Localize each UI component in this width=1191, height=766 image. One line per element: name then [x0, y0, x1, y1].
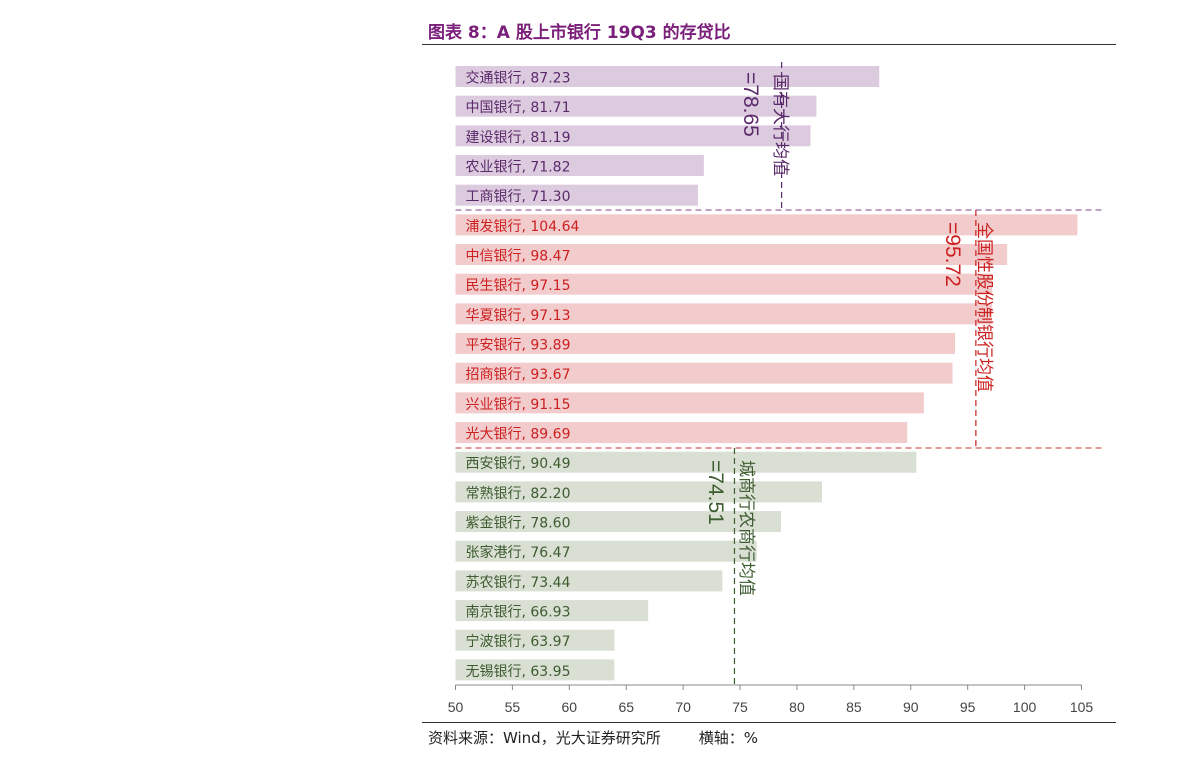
chart-title: 图表 8：A 股上市银行 19Q3 的存贷比 — [428, 23, 731, 43]
bar — [455, 511, 782, 533]
bar — [455, 600, 649, 622]
average-value: =78.65 — [739, 72, 762, 137]
x-tick-label: 105 — [1070, 699, 1094, 715]
source-note: 资料来源：Wind，光大证券研究所 — [428, 729, 661, 747]
bar-label: 交通银行, 87.23 — [466, 70, 571, 87]
bar-label: 平安银行, 93.89 — [466, 338, 571, 354]
bar — [455, 333, 956, 355]
bar — [455, 95, 817, 117]
bar-label: 常熟银行, 82.20 — [466, 486, 571, 502]
bar — [455, 422, 908, 444]
bar — [455, 273, 993, 295]
x-tick-label: 85 — [846, 699, 862, 715]
footer-divider — [422, 722, 1116, 723]
x-tick-label: 55 — [505, 699, 521, 715]
bar-label: 农业银行, 71.82 — [466, 160, 571, 176]
bar-label: 光大银行, 89.69 — [466, 427, 571, 443]
bar-label: 中信银行, 98.47 — [466, 249, 571, 265]
bar — [455, 659, 615, 681]
bar-label: 苏农银行, 73.44 — [466, 575, 571, 591]
bar — [455, 303, 992, 325]
bar-label: 浦发银行, 104.64 — [466, 219, 580, 235]
x-tick-label: 50 — [448, 699, 464, 715]
average-label: 国有大行均值 — [770, 74, 790, 176]
bar-label: 无锡银行, 63.95 — [466, 664, 571, 680]
bar — [455, 481, 822, 503]
bar-label: 宁波银行, 63.97 — [466, 633, 571, 650]
bar — [455, 155, 704, 177]
x-tick-label: 90 — [903, 699, 919, 715]
bar — [455, 125, 811, 147]
average-value: =74.51 — [704, 460, 727, 525]
average-label: 全国性股份制银行均值 — [974, 222, 994, 392]
unit-note: 横轴：% — [698, 729, 758, 747]
bar-label: 兴业银行, 91.15 — [466, 397, 571, 413]
bar-label: 建设银行, 81.19 — [466, 130, 571, 146]
bar-label: 紫金银行, 78.60 — [466, 516, 571, 532]
x-tick-label: 70 — [675, 699, 691, 715]
bar-label: 西安银行, 90.49 — [466, 456, 571, 472]
x-tick-label: 65 — [618, 699, 634, 715]
bar-label: 中国银行, 81.71 — [466, 100, 571, 116]
bar-label: 张家港行, 76.47 — [466, 544, 571, 561]
x-tick-label: 80 — [789, 699, 805, 715]
bar — [455, 451, 917, 473]
bar-label: 民生银行, 97.15 — [466, 278, 571, 294]
average-value: =95.72 — [941, 222, 964, 287]
bar-label: 工商银行, 71.30 — [466, 189, 571, 205]
bar-label: 招商银行, 93.67 — [466, 367, 571, 383]
x-tick-label: 100 — [1013, 699, 1037, 715]
bar — [455, 66, 880, 87]
x-tick-label: 75 — [732, 699, 748, 715]
bar-label: 华夏银行, 97.13 — [466, 308, 571, 324]
bar — [455, 244, 1008, 266]
bar — [455, 570, 723, 592]
footer: 资料来源：Wind，光大证券研究所 横轴：% — [428, 727, 758, 748]
bar — [455, 214, 1078, 236]
title-divider — [422, 44, 1116, 45]
bar — [455, 392, 924, 414]
bar — [455, 184, 698, 206]
x-tick-label: 95 — [960, 699, 976, 715]
x-tick-label: 60 — [562, 699, 578, 715]
bar — [455, 362, 953, 384]
bar-label: 南京银行, 66.93 — [466, 605, 571, 621]
average-label: 城商行农商行均值 — [736, 460, 756, 596]
bar — [455, 540, 757, 562]
bar — [455, 629, 615, 651]
